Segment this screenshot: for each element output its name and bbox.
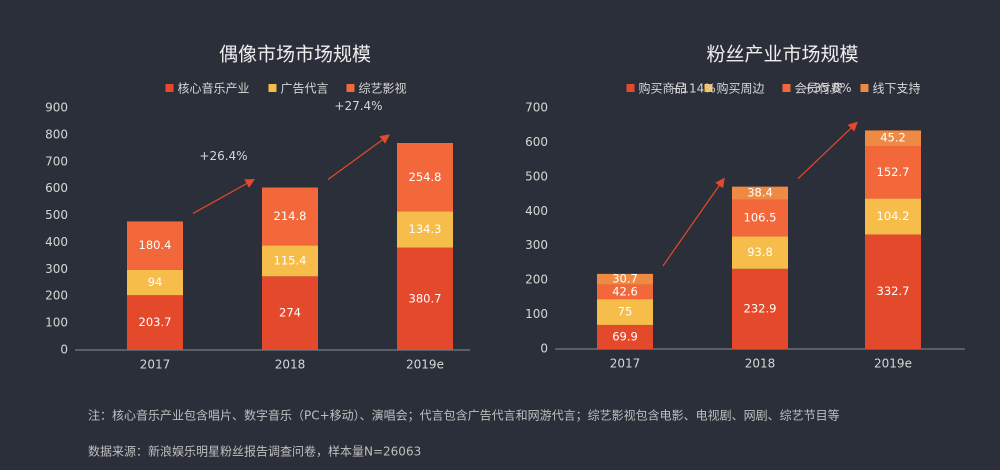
value-label: 180.4 xyxy=(139,238,172,252)
growth-label: +35.8% xyxy=(803,81,851,95)
growth-label: +114% xyxy=(671,82,715,96)
legend-label: 广告代言 xyxy=(281,82,329,96)
y-tick-label: 600 xyxy=(525,135,548,149)
legend-label: 购买周边 xyxy=(717,81,765,96)
value-label: 152.7 xyxy=(877,165,910,179)
bar-segment xyxy=(597,324,653,349)
value-label: 274 xyxy=(279,306,301,320)
growth-label: +27.4% xyxy=(334,99,382,113)
legend-label: 核心音乐产业 xyxy=(178,81,250,96)
bar-segment xyxy=(127,295,183,350)
x-tick-label: 2019e xyxy=(406,358,444,372)
bar-segment xyxy=(127,221,183,270)
legend-swatch xyxy=(860,84,869,92)
legend-swatch xyxy=(704,84,713,92)
legend-swatch xyxy=(626,84,635,92)
y-tick-label: 200 xyxy=(45,289,68,303)
y-tick-label: 300 xyxy=(525,238,548,252)
y-tick-label: 600 xyxy=(45,181,68,195)
bar-segment xyxy=(127,269,183,296)
legend-swatch xyxy=(346,84,355,92)
x-tick-label: 2019e xyxy=(874,357,912,371)
value-label: 75 xyxy=(618,305,633,319)
growth-label: +26.4% xyxy=(199,149,247,163)
value-label: 214.8 xyxy=(274,209,307,223)
y-tick-label: 800 xyxy=(45,127,68,141)
x-tick-label: 2018 xyxy=(745,357,776,371)
legend-swatch xyxy=(782,84,791,92)
legend-swatch xyxy=(268,84,277,92)
value-label: 254.8 xyxy=(409,170,442,184)
value-label: 94 xyxy=(148,275,163,289)
x-tick-label: 2017 xyxy=(140,358,171,372)
y-tick-label: 900 xyxy=(45,101,68,115)
bar-segment xyxy=(597,273,653,285)
value-label: 93.8 xyxy=(747,245,773,259)
y-tick-label: 700 xyxy=(525,101,548,115)
growth-arrow xyxy=(327,134,390,181)
value-label: 380.7 xyxy=(409,291,442,305)
source-note: 数据来源：新浪娱乐明星粉丝报告调查问卷，样本量N=26063 xyxy=(88,444,421,459)
value-label: 30.7 xyxy=(612,272,638,286)
value-label: 106.5 xyxy=(744,211,777,225)
bar-segment xyxy=(397,143,453,212)
growth-arrow xyxy=(192,178,256,214)
value-label: 332.7 xyxy=(877,284,910,298)
bar-segment xyxy=(397,247,453,350)
bar-segment xyxy=(865,130,921,147)
legend-swatch xyxy=(165,84,174,92)
chart-title: 偶像市场市场规模 xyxy=(219,44,371,66)
bar-segment xyxy=(262,276,318,350)
legend-label: 会员付费 xyxy=(795,82,843,96)
value-label: 104.2 xyxy=(877,209,910,223)
bar-segment xyxy=(732,186,788,200)
growth-arrow xyxy=(662,177,725,267)
bar-segment xyxy=(597,299,653,325)
legend-label: 综艺影视 xyxy=(359,81,407,96)
value-label: 42.6 xyxy=(612,284,638,298)
value-label: 134.3 xyxy=(409,222,442,236)
y-tick-label: 400 xyxy=(45,235,68,249)
bar-segment xyxy=(865,198,921,235)
y-tick-label: 100 xyxy=(45,316,68,330)
note: 注：核心音乐产业包含唱片、数字音乐（PC+移动）、演唱会；代言包含广告代言和网游… xyxy=(88,408,840,423)
value-label: 115.4 xyxy=(274,253,307,267)
value-label: 203.7 xyxy=(139,315,172,329)
bar-segment xyxy=(865,146,921,199)
y-tick-label: 300 xyxy=(45,262,68,276)
value-label: 69.9 xyxy=(612,329,638,343)
bar-segment xyxy=(397,211,453,248)
bar-segment xyxy=(732,236,788,269)
legend-label: 购买商品 xyxy=(639,81,687,96)
x-tick-label: 2017 xyxy=(610,357,641,371)
legend-label: 线下支持 xyxy=(873,81,921,96)
x-tick-label: 2018 xyxy=(275,358,306,372)
growth-arrow xyxy=(797,121,858,180)
value-label: 232.9 xyxy=(744,301,777,315)
bar-segment xyxy=(262,245,318,277)
y-tick-label: 700 xyxy=(45,154,68,168)
y-tick-label: 0 xyxy=(540,342,548,356)
bar-segment xyxy=(732,199,788,237)
bar-segment xyxy=(597,284,653,300)
y-tick-label: 200 xyxy=(525,273,548,287)
y-tick-label: 100 xyxy=(525,307,548,321)
y-tick-label: 500 xyxy=(45,208,68,222)
value-label: 38.4 xyxy=(747,186,773,200)
value-label: 45.2 xyxy=(880,131,906,145)
bar-segment xyxy=(865,234,921,349)
y-tick-label: 500 xyxy=(525,169,548,183)
y-tick-label: 400 xyxy=(525,204,548,218)
bar-segment xyxy=(732,268,788,349)
bar-segment xyxy=(262,187,318,246)
chart-title: 粉丝产业市场规模 xyxy=(706,44,858,66)
y-tick-label: 0 xyxy=(60,343,68,357)
